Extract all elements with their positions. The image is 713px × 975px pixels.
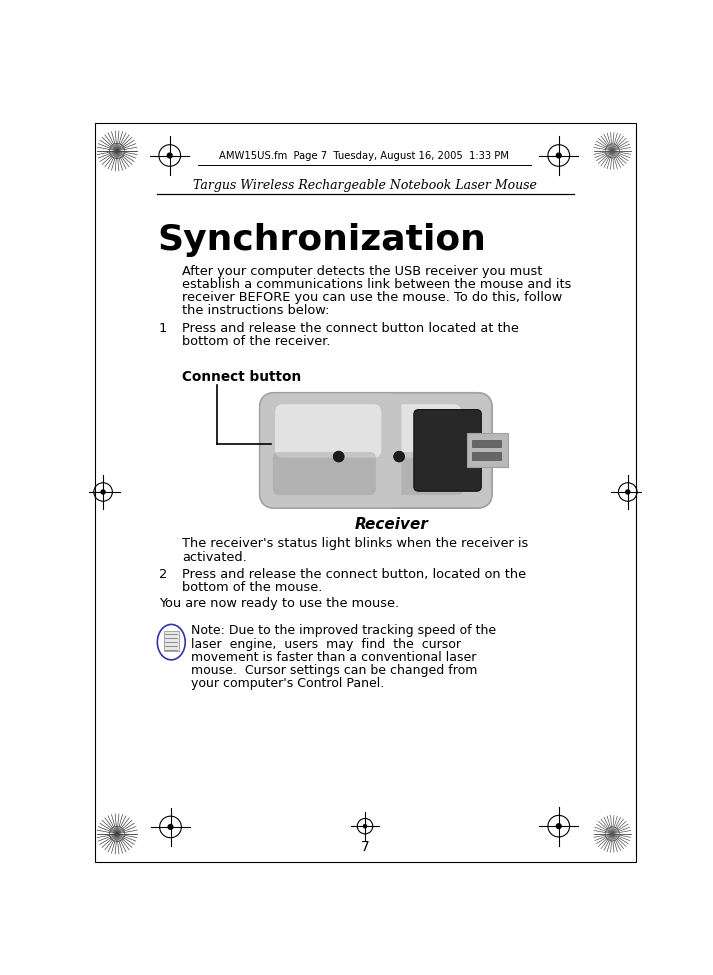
Text: bottom of the mouse.: bottom of the mouse. [182,581,322,595]
Circle shape [605,827,620,840]
FancyBboxPatch shape [414,410,481,491]
Text: Synchronization: Synchronization [158,223,486,257]
FancyBboxPatch shape [260,393,401,508]
Circle shape [168,824,173,830]
Circle shape [555,152,562,159]
Text: mouse.  Cursor settings can be changed from: mouse. Cursor settings can be changed fr… [191,664,478,677]
Text: 2: 2 [159,568,167,581]
Text: After your computer detects the USB receiver you must: After your computer detects the USB rece… [182,265,543,278]
Text: AMW15US.fm  Page 7  Tuesday, August 16, 2005  1:33 PM: AMW15US.fm Page 7 Tuesday, August 16, 20… [220,151,509,161]
Text: your computer's Control Panel.: your computer's Control Panel. [191,677,385,689]
Bar [163,632,179,651]
Text: establish a communications link between the mouse and its: establish a communications link between … [182,278,572,291]
Circle shape [625,489,630,494]
Text: 7: 7 [361,839,369,854]
Ellipse shape [158,624,185,660]
Circle shape [555,823,562,830]
Text: Receiver: Receiver [354,518,429,532]
Circle shape [363,824,367,829]
Bar [472,452,501,459]
Bar [467,434,508,467]
Circle shape [167,152,173,159]
FancyBboxPatch shape [275,405,461,457]
Text: laser  engine,  users  may  find  the  cursor: laser engine, users may find the cursor [191,638,461,650]
Text: The receiver's status light blinks when the receiver is: The receiver's status light blinks when … [182,537,528,551]
Text: You are now ready to use the mouse.: You are now ready to use the mouse. [159,598,399,610]
Circle shape [109,826,125,841]
Text: movement is faster than a conventional laser: movement is faster than a conventional l… [191,650,477,664]
Text: Targus Wireless Rechargeable Notebook Laser Mouse: Targus Wireless Rechargeable Notebook La… [193,179,537,192]
Text: Connect button: Connect button [182,370,302,383]
Circle shape [101,489,106,494]
FancyBboxPatch shape [260,393,492,508]
Text: activated.: activated. [182,551,247,564]
FancyBboxPatch shape [273,452,376,495]
Text: bottom of the receiver.: bottom of the receiver. [182,334,331,348]
FancyBboxPatch shape [273,452,463,495]
Text: Note: Due to the improved tracking speed of the: Note: Due to the improved tracking speed… [191,624,496,638]
Circle shape [605,144,620,158]
Text: receiver BEFORE you can use the mouse. To do this, follow: receiver BEFORE you can use the mouse. T… [182,291,563,304]
Text: Press and release the connect button, located on the: Press and release the connect button, lo… [182,568,526,581]
FancyBboxPatch shape [275,405,381,457]
Text: 1: 1 [159,322,167,334]
Bar [472,440,501,448]
Text: Press and release the connect button located at the: Press and release the connect button loc… [182,322,519,334]
Circle shape [109,143,125,159]
Circle shape [394,451,404,462]
Text: the instructions below:: the instructions below: [182,304,329,317]
Circle shape [333,451,344,462]
